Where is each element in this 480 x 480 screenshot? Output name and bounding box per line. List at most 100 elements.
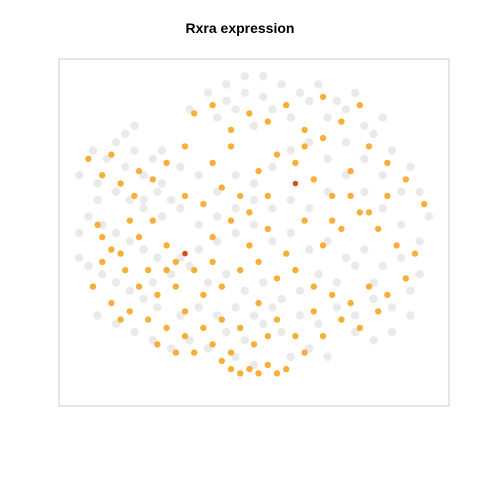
cell-point-gray bbox=[148, 154, 157, 163]
cell-point-gray bbox=[268, 105, 277, 114]
cell-point-orange bbox=[246, 209, 253, 216]
cell-point-gray bbox=[314, 319, 323, 328]
cell-point-orange bbox=[89, 283, 97, 290]
cell-point-gray bbox=[259, 72, 268, 81]
cell-point-orange bbox=[227, 126, 235, 134]
cell-point-orange bbox=[292, 159, 299, 167]
cell-point-gray bbox=[323, 352, 332, 361]
cell-point-gray bbox=[314, 80, 323, 89]
cell-point-orange bbox=[402, 176, 409, 183]
cell-point-gray bbox=[231, 303, 240, 312]
cell-point-gray bbox=[139, 294, 148, 304]
cell-point-gray bbox=[305, 204, 314, 213]
cell-point-gray bbox=[369, 129, 378, 139]
cell-point-orange bbox=[163, 324, 170, 332]
cell-point-gray bbox=[139, 245, 148, 254]
cell-point-gray bbox=[111, 319, 121, 328]
cell-point-gray bbox=[222, 327, 231, 337]
cell-point-orange bbox=[338, 118, 345, 125]
cell-point-gray bbox=[268, 162, 277, 172]
cell-point-orange bbox=[384, 291, 391, 299]
cell-point-orange bbox=[347, 192, 354, 200]
cell-point-orange bbox=[122, 266, 129, 274]
cell-point-orange bbox=[209, 233, 216, 241]
cell-point-gray bbox=[167, 270, 176, 279]
cell-point-orange bbox=[365, 209, 373, 216]
cell-point-orange bbox=[365, 143, 373, 150]
cell-point-orange bbox=[356, 101, 363, 109]
cell-point-orange bbox=[319, 242, 327, 249]
cell-point-orange bbox=[172, 349, 179, 356]
cell-point-gray bbox=[259, 278, 268, 287]
cell-point-gray bbox=[185, 336, 194, 345]
cell-point-gray bbox=[249, 220, 259, 229]
cell-point-orange bbox=[99, 172, 106, 179]
cell-point-orange bbox=[255, 370, 262, 377]
cell-point-gray bbox=[415, 237, 424, 246]
cell-point-gray bbox=[153, 303, 162, 312]
cell-point-orange bbox=[301, 126, 308, 134]
cell-point-orange bbox=[209, 341, 216, 348]
cell-point-gray bbox=[176, 311, 185, 320]
cell-point-gray bbox=[323, 237, 332, 246]
cell-point-orange bbox=[402, 275, 409, 282]
cell-point-orange bbox=[163, 266, 170, 274]
cell-point-orange bbox=[393, 242, 400, 249]
cell-point-gray bbox=[213, 187, 222, 196]
cell-point-gray bbox=[415, 270, 424, 279]
cell-point-gray bbox=[167, 195, 176, 205]
cell-point-gray bbox=[203, 278, 213, 287]
cell-point-orange bbox=[227, 365, 235, 373]
cell-point-gray bbox=[387, 327, 397, 337]
cell-point-gray bbox=[286, 146, 295, 155]
cell-point-gray bbox=[148, 336, 157, 345]
cell-point-gray bbox=[406, 286, 415, 295]
cell-point-gray bbox=[249, 195, 259, 205]
cell-point-orange bbox=[227, 217, 235, 224]
cell-point-gray bbox=[148, 278, 157, 287]
cell-point-gray bbox=[222, 270, 231, 279]
cell-point-gray bbox=[139, 195, 148, 205]
cell-point-orange bbox=[347, 167, 354, 175]
cell-point-gray bbox=[176, 162, 185, 172]
cell-point-orange bbox=[329, 217, 336, 224]
cell-point-orange bbox=[255, 167, 262, 175]
cell-point-orange bbox=[209, 101, 216, 109]
cell-point-orange bbox=[99, 233, 106, 241]
cell-point-orange bbox=[237, 266, 244, 274]
cell-point-gray bbox=[125, 237, 134, 246]
cell-point-gray bbox=[231, 171, 240, 180]
cell-point-gray bbox=[295, 286, 305, 295]
cell-point-gray bbox=[102, 154, 112, 163]
cell-point-gray bbox=[75, 171, 84, 180]
cell-point-gray bbox=[332, 278, 341, 287]
cell-point-orange bbox=[255, 299, 262, 307]
cell-point-orange bbox=[154, 341, 161, 348]
cell-point-gray bbox=[277, 294, 286, 304]
cell-point-gray bbox=[332, 303, 341, 312]
cell-point-orange bbox=[356, 324, 363, 332]
cell-point-gray bbox=[360, 154, 369, 163]
cell-point-orange bbox=[135, 233, 143, 241]
cell-point-gray bbox=[277, 327, 286, 337]
cell-point-gray bbox=[323, 154, 332, 163]
cell-point-gray bbox=[121, 129, 130, 139]
cell-point-gray bbox=[332, 96, 341, 106]
cell-point-orange bbox=[301, 217, 308, 224]
cell-point-orange bbox=[255, 258, 262, 266]
cell-point-gray bbox=[323, 187, 332, 196]
cell-point-orange bbox=[191, 349, 198, 356]
cell-point-gray bbox=[139, 204, 148, 213]
cell-point-orange bbox=[108, 151, 115, 158]
cell-point-orange bbox=[273, 370, 281, 377]
cell-point-orange bbox=[209, 258, 216, 266]
cell-point-gray bbox=[378, 261, 387, 271]
cell-point-orange bbox=[126, 217, 133, 224]
cell-point-gray bbox=[249, 311, 259, 320]
cell-point-orange bbox=[273, 275, 281, 282]
cell-point-orange bbox=[172, 283, 179, 290]
cell-point-gray bbox=[222, 96, 231, 106]
cell-point-gray bbox=[286, 195, 295, 205]
cell-point-gray bbox=[98, 220, 107, 229]
